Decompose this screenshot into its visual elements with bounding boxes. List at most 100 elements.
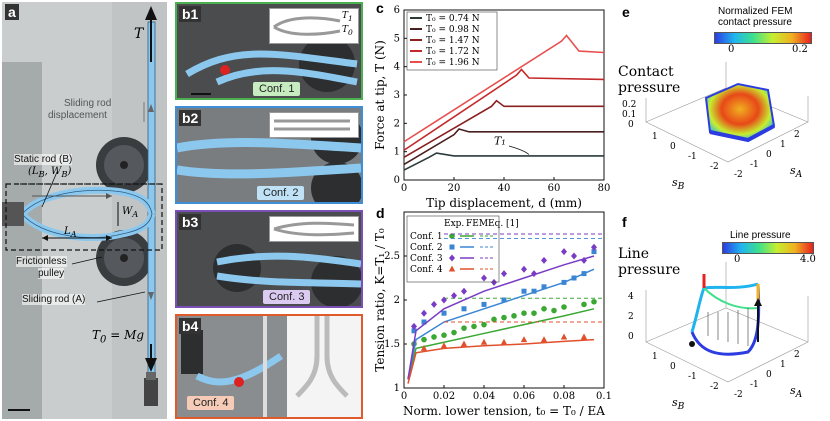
d-point: [580, 333, 588, 340]
c-xtick-label: 80: [598, 183, 611, 194]
panel-b2-photo: b2 Conf. 2: [175, 106, 363, 204]
panel-b1-photo: b1 T1 T0 Conf. 1: [175, 2, 363, 100]
d-point: [541, 256, 547, 264]
f-sa-axis-label: sA: [790, 384, 803, 401]
d-point: [491, 316, 497, 323]
panel-b4-label: b4: [179, 318, 202, 334]
e-sb-tick-3: -2: [710, 162, 719, 172]
d-point: [521, 288, 527, 294]
d-point: [431, 334, 437, 340]
e-sb-tick-0: 1: [652, 132, 658, 142]
d-legend-label: Conf. 3: [410, 254, 443, 264]
d-point: [491, 278, 497, 286]
d-legend-label: Conf. 1: [410, 232, 443, 242]
d-point: [411, 322, 417, 330]
d-point: [571, 275, 577, 281]
d-xtick-label: 0.06: [513, 391, 535, 402]
d-point: [591, 249, 597, 255]
panel-c-label: c: [376, 0, 384, 16]
f-line-plot: [645, 262, 809, 383]
e-sa-tick-3: -1: [750, 160, 759, 170]
d-point: [441, 332, 447, 338]
sliding-rod-disp-label-1: Sliding rod: [64, 98, 112, 109]
chart-d: 0 0.02 0.04 0.06 0.08 0.1 1 1.5 2 2.5 Norm. lower …: [373, 211, 612, 418]
panel-b1-label: b1: [179, 6, 202, 22]
b1-inset: T1 T0: [269, 8, 359, 44]
f-colorbar-title: Line pressure: [730, 230, 791, 241]
b1-t0-label: T0: [342, 25, 353, 37]
f-sb-axis-label: sB: [672, 396, 685, 413]
f-sa-tick-3: -1: [750, 380, 759, 390]
f-sa-tick-0: 2: [794, 350, 800, 360]
d-point: [421, 309, 427, 317]
d-point: [501, 270, 507, 278]
d-point: [461, 287, 467, 295]
e-sb-tick-1: 0: [670, 142, 676, 152]
d-point: [420, 344, 428, 351]
d-point: [421, 336, 427, 343]
b3-inset: [269, 216, 359, 242]
c-xlabel: Tip displacement, d (mm): [426, 196, 582, 210]
d-point: [531, 288, 537, 294]
d-point: [451, 329, 457, 336]
d-point: [591, 243, 597, 251]
d-point: [460, 340, 468, 347]
d-xtick-label: 0.08: [553, 391, 575, 402]
d-point: [471, 323, 477, 330]
c-ytick-label: 2: [394, 118, 400, 129]
e-sa-tick-4: -2: [734, 170, 743, 180]
d-legend-box: [406, 215, 500, 283]
d-point: [540, 336, 548, 343]
f-colorbar: [722, 242, 814, 254]
f-z-tick-0: 4: [628, 292, 634, 302]
c-legend-label: T₀ = 0.74 N: [426, 14, 480, 24]
d-fem-line: [407, 255, 595, 380]
conf1-tag: Conf. 1: [253, 82, 301, 96]
d-legend-marker: [448, 265, 456, 272]
d-point: [531, 310, 537, 316]
d-point: [541, 306, 547, 312]
d-ytick-label: 2.5: [384, 251, 400, 262]
f-sb-tick-1: 0: [670, 362, 676, 372]
f-sa-tick-2: 0: [766, 370, 772, 380]
conf4-tag: Conf. 4: [187, 396, 235, 410]
c-annotation: T₁: [494, 135, 506, 148]
d-legend-marker: [449, 233, 455, 239]
d-point: [591, 298, 597, 305]
d-legend-label: Conf. 4: [410, 265, 443, 275]
d-point: [431, 300, 437, 308]
c-annotation-arrow: [508, 145, 530, 155]
d-xtick-label: 0: [401, 391, 407, 402]
f-side-label-2: pressure: [618, 262, 681, 278]
d-point: [411, 328, 417, 334]
d-point: [480, 338, 488, 345]
t0-eq-label: T0 = Mg: [92, 328, 145, 346]
d-point: [441, 296, 447, 304]
e-sa-tick-1: 1: [780, 140, 786, 150]
c-ytick-label: 1: [394, 147, 400, 158]
sliding-rod-a-label: Sliding rod (A): [22, 294, 86, 305]
c-ytick-label: 4: [394, 62, 400, 73]
f-sa-tick-1: 1: [780, 360, 786, 370]
f-z-tick-2: 0: [628, 332, 634, 342]
c-series-line: [403, 68, 605, 151]
t-label: T: [134, 26, 144, 42]
d-point: [561, 304, 567, 310]
b2-inset: [269, 112, 359, 138]
d-point: [551, 307, 557, 314]
f-z-tick-1: 2: [628, 312, 634, 322]
c-ylabel: Force at tip, T (N): [373, 40, 387, 150]
c-legend-box: [406, 11, 498, 71]
d-point: [521, 265, 527, 273]
chart-c: 0 20 40 60 80 0 1 2 3 4 5 6 Tip displacement, d (mm)…: [373, 5, 611, 210]
f-cb-max: 4.0: [800, 254, 816, 265]
d-point: [560, 333, 568, 340]
panel-b4-photo: b4 Conf. 4: [175, 314, 363, 419]
e-colorbar-title-1: Normalized FEM: [718, 6, 793, 17]
c-series-line: [403, 34, 605, 143]
e-z-tick-1: 0.1: [622, 110, 637, 120]
d-point: [581, 271, 587, 277]
f-sb-tick-3: -2: [710, 382, 719, 392]
static-rod-label: Static rod (B): [14, 154, 73, 165]
d-legend-marker: [449, 244, 455, 250]
